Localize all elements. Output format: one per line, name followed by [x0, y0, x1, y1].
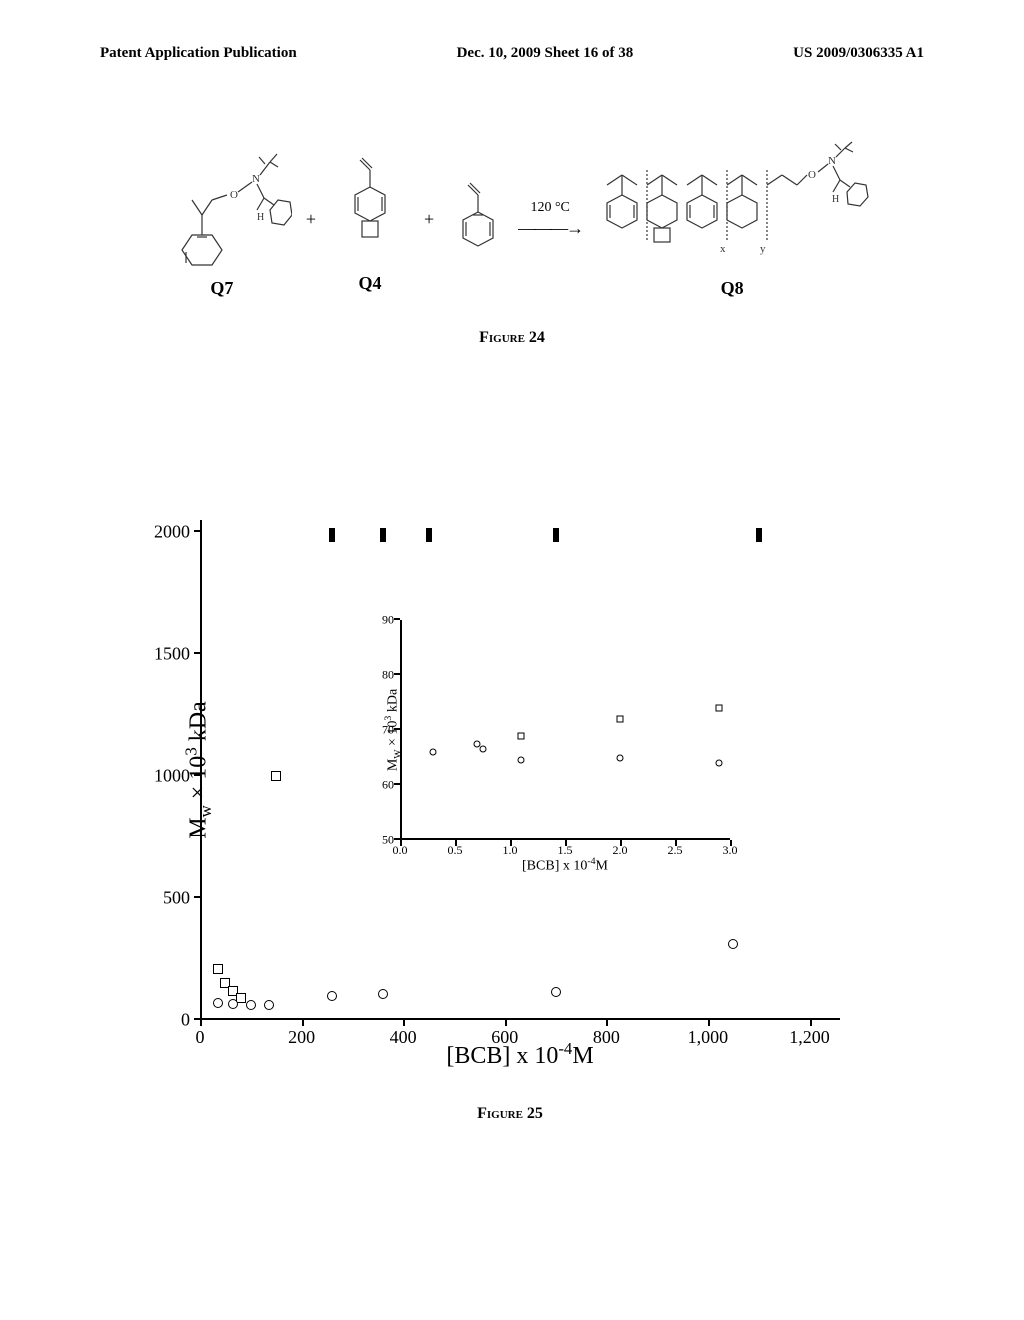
- marker-circle: [716, 760, 723, 767]
- marker-circle: [518, 757, 525, 764]
- tick-label: 2.0: [613, 843, 628, 858]
- marker-square: [617, 716, 624, 723]
- reaction-arrow: 120 °C ———→: [518, 200, 582, 239]
- tick-label: 1,000: [688, 1027, 729, 1048]
- plus-op-2: +: [420, 209, 438, 230]
- marker-circle: [551, 987, 561, 997]
- styrene-structure-icon: [448, 170, 508, 270]
- marker-bar: [553, 528, 559, 542]
- main-y-axis: [200, 520, 202, 1020]
- svg-text:x: x: [720, 243, 726, 255]
- marker-circle: [246, 1000, 256, 1010]
- tick-label: 1500: [140, 644, 190, 665]
- tick-label: 2.5: [668, 843, 683, 858]
- header-right: US 2009/0306335 A1: [793, 45, 924, 62]
- svg-text:O: O: [808, 169, 816, 181]
- svg-text:N: N: [828, 155, 836, 167]
- molecule-q8: x y O N H Q8: [592, 140, 872, 299]
- tick-label: 50: [370, 833, 394, 848]
- marker-circle: [378, 989, 388, 999]
- tick-label: 200: [288, 1027, 315, 1048]
- marker-square: [716, 705, 723, 712]
- inset-x-label: [BCB] x 10-4M: [522, 856, 608, 875]
- molecule-q7: O N H Q7: [152, 140, 292, 299]
- marker-bar: [380, 528, 386, 542]
- tick-label: 1.0: [503, 843, 518, 858]
- q4-structure-icon: [330, 145, 410, 265]
- figure-24: O N H Q7 +: [100, 140, 924, 347]
- marker-circle: [479, 746, 486, 753]
- tick-label: 600: [491, 1027, 518, 1048]
- q8-label: Q8: [721, 278, 744, 299]
- marker-square: [213, 964, 223, 974]
- marker-circle: [213, 998, 223, 1008]
- marker-square: [518, 732, 525, 739]
- page-header: Patent Application Publication Dec. 10, …: [0, 45, 1024, 62]
- svg-text:H: H: [832, 194, 839, 205]
- marker-bar: [329, 528, 335, 542]
- svg-text:O: O: [230, 189, 238, 201]
- main-x-axis: [200, 1018, 840, 1020]
- tick-label: 0: [196, 1027, 205, 1048]
- marker-circle: [728, 939, 738, 949]
- main-chart: Mw × 103 kDa [BCB] x 10-4M MW × 103 kDa …: [200, 520, 840, 1020]
- tick-label: 800: [593, 1027, 620, 1048]
- tick-label: 1,200: [789, 1027, 830, 1048]
- q8-structure-icon: x y O N H: [592, 140, 872, 270]
- main-x-label: [BCB] x 10-4M: [446, 1039, 593, 1070]
- svg-text:y: y: [760, 243, 766, 255]
- inset-chart: MW × 103 kDa [BCB] x 10-4M 0.00.51.01.52…: [400, 620, 730, 840]
- svg-text:N: N: [252, 173, 260, 185]
- header-center: Dec. 10, 2009 Sheet 16 of 38: [457, 45, 634, 62]
- tick-label: 3.0: [723, 843, 738, 858]
- marker-circle: [264, 1000, 274, 1010]
- tick-label: 90: [370, 613, 394, 628]
- marker-circle: [430, 749, 437, 756]
- figure-25: Mw × 103 kDa [BCB] x 10-4M MW × 103 kDa …: [160, 520, 860, 1123]
- tick-label: 0.0: [393, 843, 408, 858]
- marker-square: [271, 771, 281, 781]
- marker-bar: [756, 528, 762, 542]
- inset-y-axis: [400, 620, 402, 840]
- marker-circle: [327, 991, 337, 1001]
- tick-label: 0: [140, 1010, 190, 1031]
- arrow-icon: ———→: [518, 218, 582, 239]
- reaction-scheme: O N H Q7 +: [100, 140, 924, 299]
- marker-circle: [228, 999, 238, 1009]
- tick-label: 80: [370, 668, 394, 683]
- q7-structure-icon: O N H: [152, 140, 292, 270]
- marker-bar: [426, 528, 432, 542]
- tick-label: 1000: [140, 766, 190, 787]
- tick-label: 0.5: [448, 843, 463, 858]
- q7-label: Q7: [210, 278, 233, 299]
- tick-label: 400: [390, 1027, 417, 1048]
- molecule-styrene: [448, 170, 508, 270]
- marker-circle: [617, 754, 624, 761]
- arrow-condition: 120 °C: [530, 200, 569, 216]
- tick-label: 1.5: [558, 843, 573, 858]
- q4-label: Q4: [358, 273, 381, 294]
- header-left: Patent Application Publication: [100, 45, 297, 62]
- figure-25-caption: Figure 25: [160, 1105, 860, 1123]
- figure-24-caption: Figure 24: [100, 329, 924, 347]
- tick-label: 500: [140, 888, 190, 909]
- tick-label: 2000: [140, 522, 190, 543]
- molecule-q4: Q4: [330, 145, 410, 294]
- tick-label: 60: [370, 778, 394, 793]
- tick-label: 70: [370, 723, 394, 738]
- plus-op-1: +: [302, 209, 320, 230]
- svg-text:H: H: [257, 212, 264, 223]
